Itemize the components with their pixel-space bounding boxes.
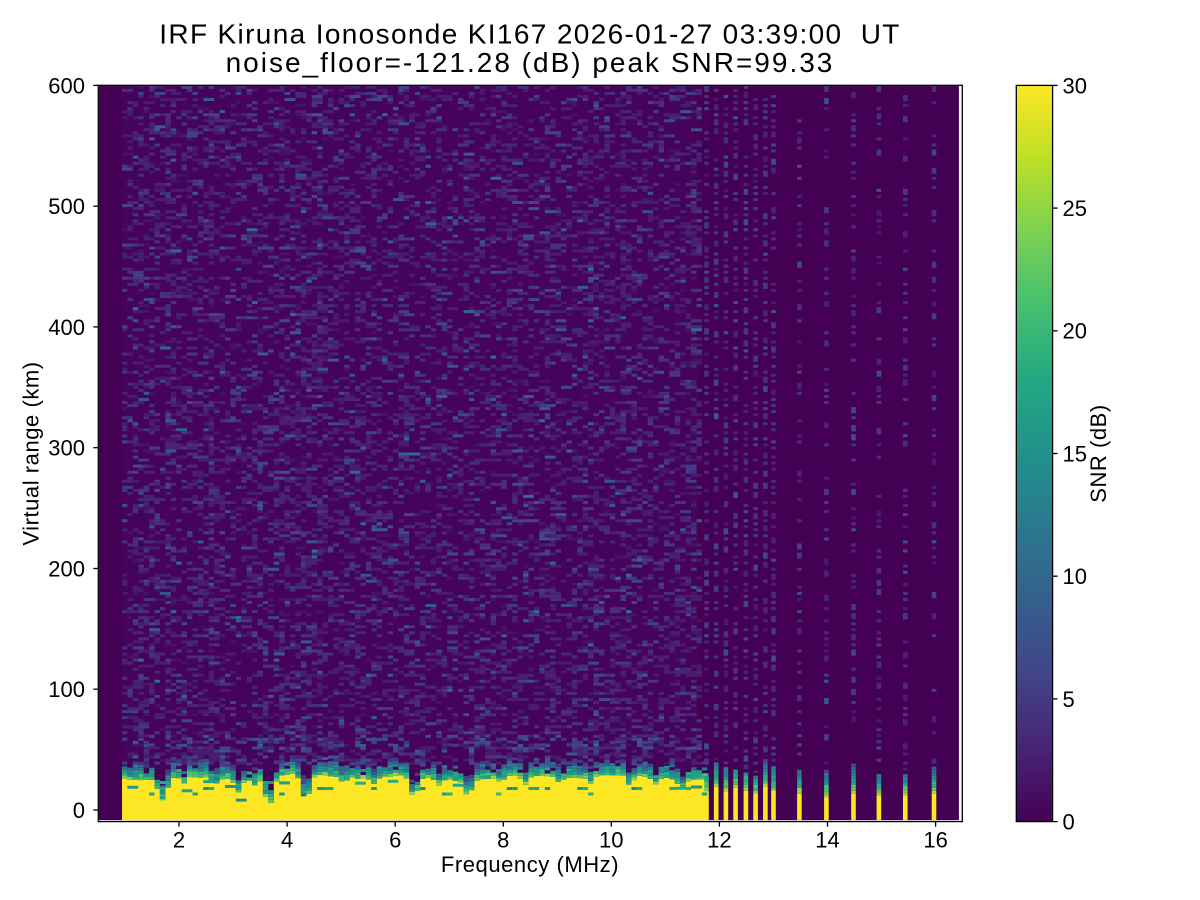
svg-text:600: 600	[48, 73, 85, 98]
svg-text:14: 14	[815, 828, 839, 853]
svg-text:Frequency (MHz): Frequency (MHz)	[441, 852, 619, 877]
svg-text:16: 16	[923, 828, 947, 853]
svg-text:SNR (dB): SNR (dB)	[1086, 404, 1111, 503]
svg-text:4: 4	[281, 828, 293, 853]
svg-text:0: 0	[73, 798, 85, 823]
svg-text:25: 25	[1063, 196, 1087, 221]
svg-text:noise_floor=-121.28 (dB) peak: noise_floor=-121.28 (dB) peak SNR=99.33	[226, 47, 835, 78]
svg-text:8: 8	[497, 828, 509, 853]
svg-text:0: 0	[1063, 810, 1075, 835]
svg-text:15: 15	[1063, 441, 1087, 466]
svg-text:400: 400	[48, 315, 85, 340]
svg-text:5: 5	[1063, 687, 1075, 712]
svg-text:20: 20	[1063, 319, 1087, 344]
svg-text:100: 100	[48, 677, 85, 702]
svg-text:200: 200	[48, 556, 85, 581]
svg-text:6: 6	[389, 828, 401, 853]
svg-text:30: 30	[1063, 73, 1087, 98]
svg-text:10: 10	[599, 828, 623, 853]
svg-text:300: 300	[48, 436, 85, 461]
svg-text:2: 2	[173, 828, 185, 853]
svg-text:500: 500	[48, 194, 85, 219]
svg-text:12: 12	[707, 828, 731, 853]
svg-text:Virtual range (km): Virtual range (km)	[19, 361, 44, 545]
svg-text:IRF Kiruna Ionosonde KI167 202: IRF Kiruna Ionosonde KI167 2026-01-27 03…	[159, 19, 901, 50]
svg-text:10: 10	[1063, 564, 1087, 589]
